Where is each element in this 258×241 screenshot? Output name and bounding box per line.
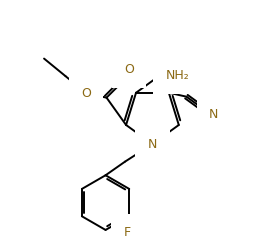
Text: N: N bbox=[209, 108, 219, 121]
Text: F: F bbox=[124, 226, 131, 239]
Text: NH₂: NH₂ bbox=[165, 69, 189, 82]
Text: N: N bbox=[148, 138, 157, 151]
Text: O: O bbox=[81, 87, 91, 100]
Text: O: O bbox=[124, 63, 134, 76]
